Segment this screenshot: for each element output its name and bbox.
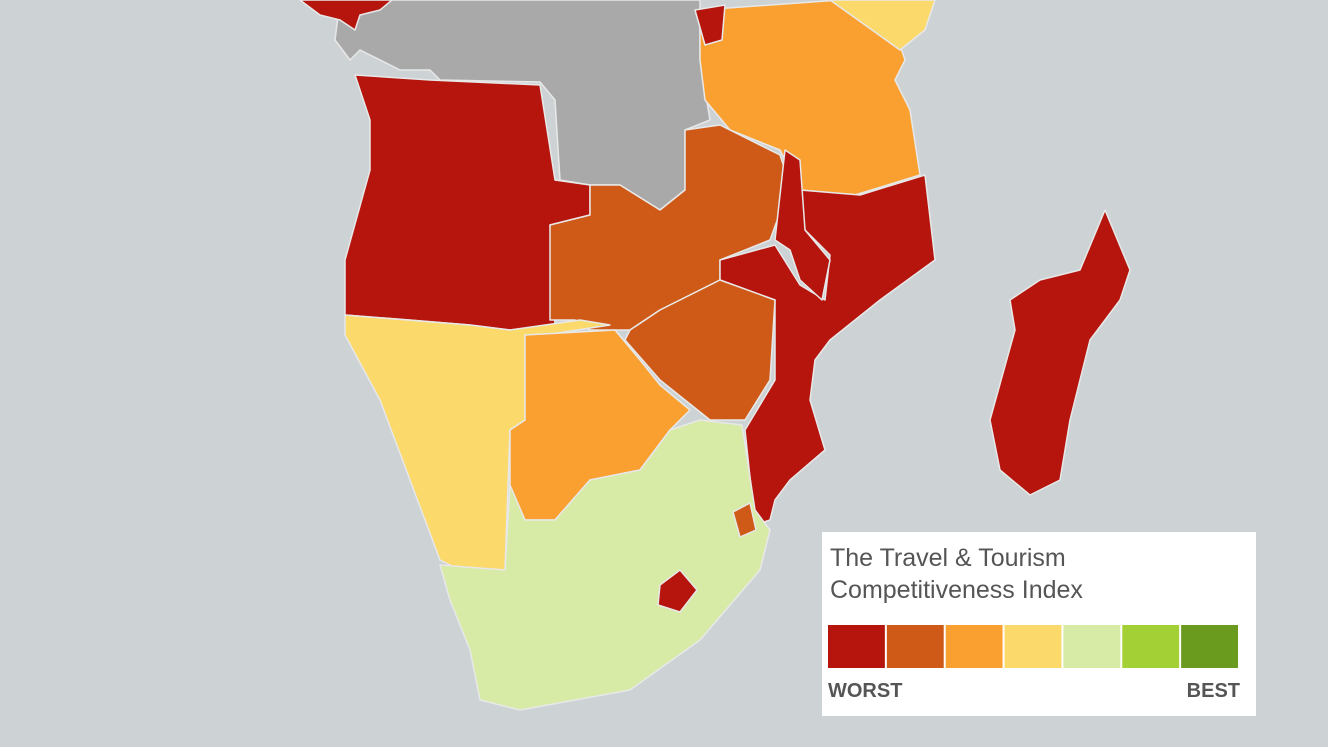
country (774, 149, 831, 301)
legend-swatch (1181, 625, 1238, 668)
country (657, 569, 698, 613)
country (299, 0, 393, 31)
legend-scale (828, 625, 1238, 668)
legend-title: The Travel & Tourism (830, 544, 1066, 572)
legend-swatch (886, 625, 944, 668)
legend-box (822, 532, 1256, 716)
country (439, 419, 771, 711)
country (829, 0, 936, 51)
legend-high-label: BEST (1187, 680, 1240, 702)
legend-swatch (828, 625, 885, 668)
country (694, 4, 726, 46)
legend-swatch (1063, 625, 1121, 668)
country (732, 502, 757, 538)
legend-swatch (1004, 625, 1062, 668)
legend-swatch (945, 625, 1003, 668)
legend-swatch (1122, 625, 1180, 668)
country (624, 279, 776, 421)
legend-low-label: WORST (828, 680, 902, 702)
country (989, 209, 1131, 496)
legend-title: Competitiveness Index (830, 576, 1083, 604)
